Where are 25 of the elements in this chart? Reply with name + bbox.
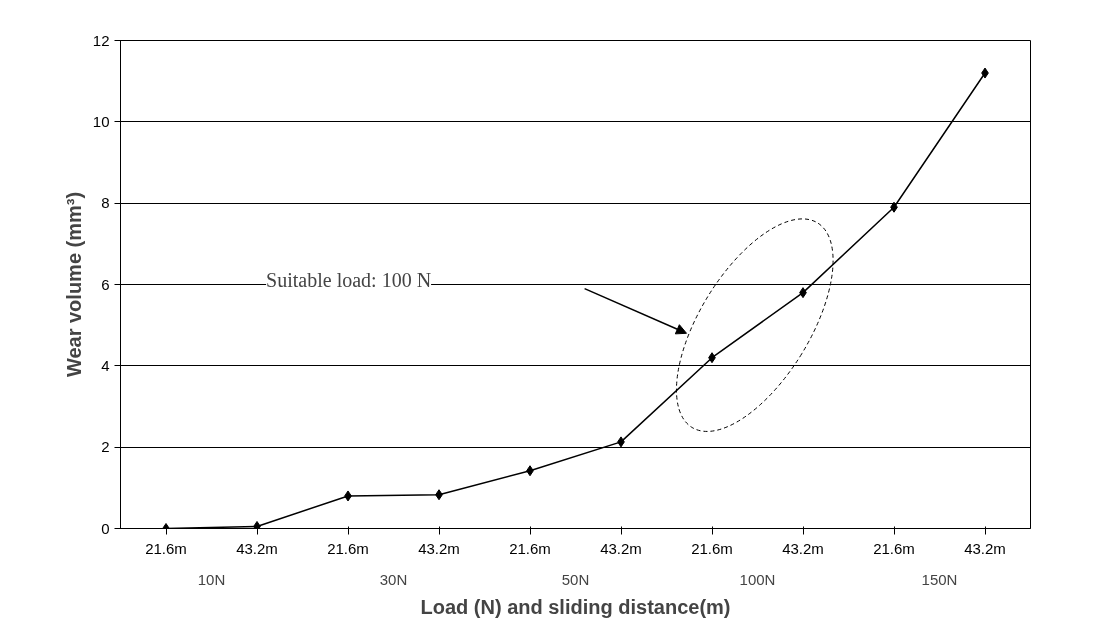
annotation: Suitable load: 100 N [266,269,432,292]
x-tick-label: 21.6m [509,539,551,557]
x-tick-label: 43.2m [782,539,824,557]
text: 10N [197,570,226,588]
x-tick-label: 43.2m [964,539,1006,557]
x-tick-label: 21.6m [691,539,733,557]
y-tick-label: 10 [92,112,110,130]
y-axis-title: Wear volume (mm³) [62,191,85,378]
y-tick-label: 4 [101,356,110,374]
x-tick-label: 43.2m [600,539,642,557]
x-tick-label: 21.6m [873,539,915,557]
text: 50N [561,570,590,588]
x-tick-label: 43.2m [418,539,460,557]
x-tick-label: 43.2m [236,539,278,557]
y-tick-label: 6 [101,275,110,293]
x-tick-label: 21.6m [145,539,187,557]
text: 150N [921,570,958,588]
y-tick-label: 0 [101,519,110,537]
y-tick-label: 8 [101,194,110,212]
text: 30N [379,570,408,588]
x-axis-title: Load (N) and sliding distance(m) [420,595,731,618]
x-tick-label: 21.6m [327,539,369,557]
y-tick-label: 12 [92,31,110,49]
text: 100N [739,570,776,588]
y-tick-label: 2 [101,438,110,456]
